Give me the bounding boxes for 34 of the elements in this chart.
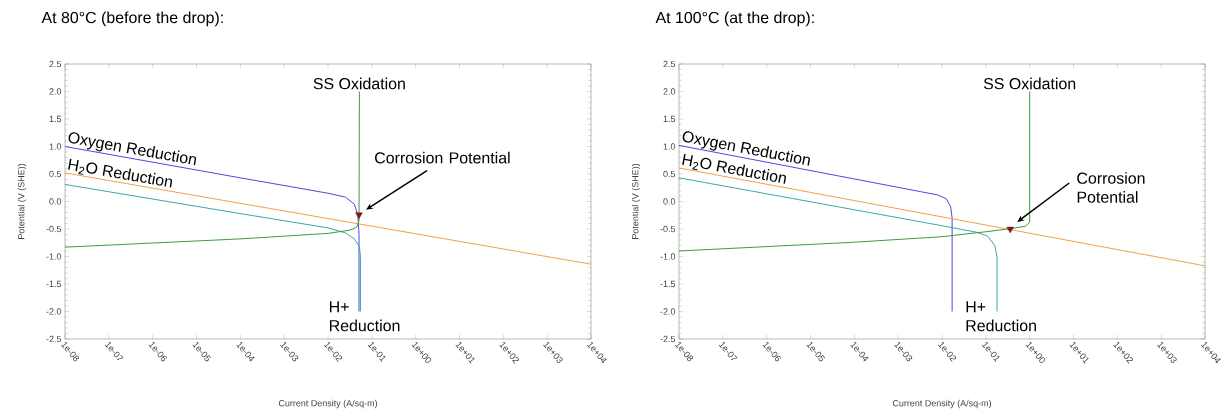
y-tick-label: 2.0 (663, 88, 676, 95)
y-tick-label: -0.5 (660, 225, 676, 233)
y-tick-label: -2.5 (46, 335, 62, 343)
y-tick-label: 1.5 (49, 115, 62, 123)
y-tick-label: -1.0 (660, 253, 676, 260)
y-tick-label: 0.5 (663, 170, 676, 178)
y-tick-label: -1.5 (46, 280, 62, 288)
series-label: H+ Reduction (329, 301, 400, 332)
y-axis-title: Potential (V (SHE)) (17, 163, 27, 239)
y-tick-label: 0.5 (49, 170, 62, 178)
chart-title: At 100°C (at the drop): (655, 11, 814, 27)
y-tick-label: -0.5 (46, 225, 62, 233)
series-label: SS Oxidation (313, 77, 405, 90)
y-tick-label: -1.5 (660, 280, 676, 288)
y-tick-label: 1.5 (663, 115, 676, 123)
y-tick-label: 1.0 (663, 143, 676, 150)
y-tick-label: 0.0 (663, 198, 676, 205)
y-axis-title: Potential (V (SHE)) (631, 163, 641, 239)
y-tick-label: -2.0 (46, 308, 62, 315)
y-tick-label: 2.5 (663, 60, 676, 68)
annotation: Corrosion Potential (375, 151, 510, 164)
y-tick-label: 0.0 (49, 198, 62, 205)
series-label: H+ Reduction (966, 301, 1036, 332)
y-tick-label: 2.5 (49, 60, 62, 68)
y-tick-label: -1.0 (46, 253, 62, 260)
y-tick-label: 2.0 (49, 88, 62, 95)
x-axis-title: Current Density (A/sq-m) (278, 399, 378, 409)
annotation: Corrosion Potential (1077, 172, 1145, 203)
y-tick-label: -2.0 (660, 308, 676, 315)
chart-title: At 80°C (before the drop): (41, 11, 223, 27)
series-label: SS Oxidation (983, 77, 1076, 90)
x-axis-title: Current Density (A/sq-m) (892, 399, 992, 409)
y-tick-label: -2.5 (660, 335, 676, 343)
y-tick-label: 1.0 (49, 143, 62, 150)
